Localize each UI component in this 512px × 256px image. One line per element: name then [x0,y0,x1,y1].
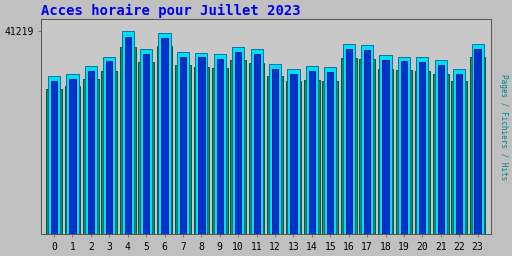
Bar [452,81,467,234]
Bar [419,62,425,234]
Text: Acces horaire pour Juillet 2023: Acces horaire pour Juillet 2023 [41,4,301,18]
Bar [346,49,352,234]
Bar [472,44,484,234]
Bar [158,33,170,234]
Bar [416,58,429,234]
Bar [324,67,336,234]
Bar [323,81,338,234]
Bar [401,61,407,234]
Bar [230,60,246,234]
Bar [194,67,209,234]
Bar [138,62,154,234]
Bar [120,47,136,234]
Bar [83,79,99,234]
Bar [453,69,465,234]
Bar [249,63,265,234]
Bar [341,58,356,234]
Bar [267,76,283,234]
Bar [456,74,462,234]
Bar [433,74,449,234]
Bar [143,54,150,234]
Bar [359,59,375,234]
Bar [361,45,373,234]
Bar [379,55,392,234]
Bar [103,57,115,234]
Bar [124,37,131,234]
Bar [378,69,393,234]
Bar [140,49,152,234]
Bar [327,72,333,234]
Bar [382,60,389,234]
Bar [157,46,173,234]
Bar [435,60,447,234]
Bar [253,54,260,234]
Bar [106,61,113,234]
Bar [65,86,80,234]
Bar [51,81,57,234]
Bar [287,69,300,234]
Y-axis label: Pages / Fichiers / Hits: Pages / Fichiers / Hits [499,74,508,180]
Bar [195,52,207,234]
Bar [67,74,78,234]
Bar [290,74,296,234]
Bar [85,66,97,234]
Bar [286,81,301,234]
Bar [101,71,117,234]
Bar [269,64,281,234]
Bar [161,38,168,234]
Bar [272,69,278,234]
Bar [232,47,244,234]
Bar [438,65,444,234]
Bar [217,59,223,234]
Bar [470,57,485,234]
Bar [214,54,226,234]
Bar [304,80,319,234]
Bar [306,66,318,234]
Bar [46,89,62,234]
Bar [475,49,481,234]
Bar [398,57,410,234]
Bar [364,50,370,234]
Bar [48,76,60,234]
Bar [198,58,204,234]
Bar [175,65,191,234]
Bar [309,71,315,234]
Bar [396,70,412,234]
Bar [415,71,430,234]
Bar [343,44,355,234]
Bar [122,31,134,234]
Bar [250,49,263,234]
Bar [235,51,241,234]
Bar [88,71,94,234]
Bar [212,68,228,234]
Bar [177,51,189,234]
Bar [180,57,186,234]
Bar [69,79,76,234]
